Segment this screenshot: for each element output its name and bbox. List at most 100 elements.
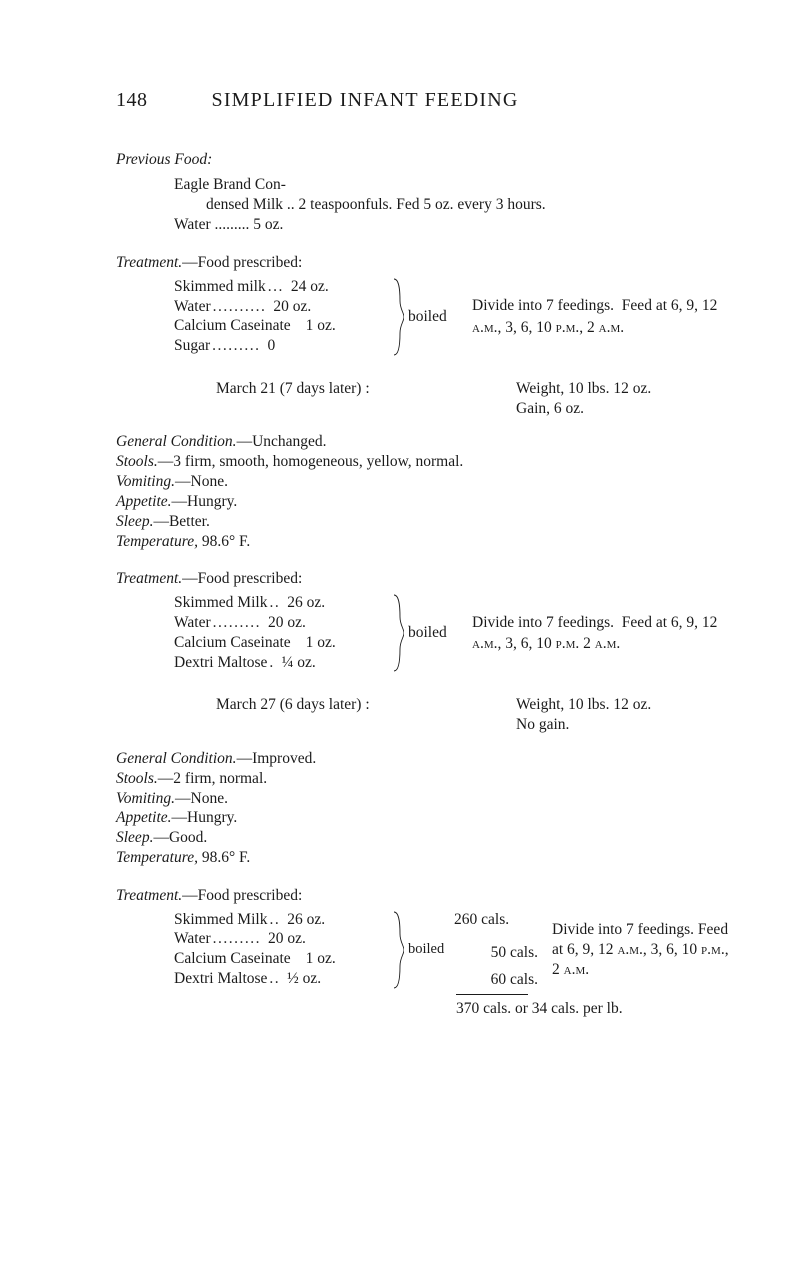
- ingredient-amount: 0: [264, 336, 276, 356]
- brace-icon: [392, 277, 404, 357]
- obs-line: General Condition.—Improved.: [116, 749, 731, 769]
- ingredient-row: Skimmed Milk .. 26 oz.: [174, 910, 392, 930]
- recipe-1-instructions: Divide into 7 feedings. Feed at 6, 9, 12…: [462, 277, 731, 357]
- recipe-2-instructions-text: Divide into 7 feedings. Feed at 6, 9, 12…: [472, 612, 731, 655]
- obs-line: Temperature, 98.6° F.: [116, 848, 731, 868]
- obs-value: 98.6° F.: [198, 533, 250, 550]
- page-title: SIMPLIFIED INFANT FEEDING: [212, 88, 519, 114]
- calories-column: 260 cals. 50 cals. 60 cals.: [448, 910, 544, 990]
- recipe-3: Skimmed Milk .. 26 oz. Water ......... 2…: [116, 910, 731, 990]
- ingredient-row: Skimmed Milk .. 26 oz.: [174, 593, 392, 613]
- obs-value: —3 firm, smooth, homogeneous, yellow, no…: [158, 453, 464, 470]
- running-head: 148 SIMPLIFIED INFANT FEEDING: [116, 88, 731, 114]
- recipe-2: Skimmed Milk .. 26 oz. Water ......... 2…: [116, 593, 731, 673]
- ingredient-amount: 26 oz.: [283, 910, 325, 930]
- ingredient-amount: 20 oz.: [264, 929, 306, 949]
- observations-1: General Condition.—Unchanged. Stools.—3 …: [116, 432, 731, 551]
- ingredient-dots: ..: [267, 910, 283, 930]
- march-21-result: Weight, 10 lbs. 12 oz.Gain, 6 oz.: [516, 379, 731, 419]
- treatment-heading: Treatment.—Food prescribed:: [116, 569, 731, 589]
- treatment-rest: —Food prescribed:: [182, 254, 302, 271]
- obs-value: —Hungry.: [172, 809, 238, 826]
- ingredient-amount: 20 oz.: [269, 297, 311, 317]
- obs-line: Stools.—3 firm, smooth, homogeneous, yel…: [116, 452, 731, 472]
- ingredient-dots: .........: [210, 336, 263, 356]
- obs-line: Sleep.—Better.: [116, 512, 731, 532]
- brace-icon: [392, 593, 404, 673]
- ingredient-row: Water ......... 20 oz.: [174, 929, 392, 949]
- treatment-label: Treatment.: [116, 254, 182, 271]
- obs-label: Temperature,: [116, 849, 198, 866]
- ingredient-name: Calcium Caseinate: [174, 949, 291, 969]
- brace-column: boiled: [392, 593, 462, 673]
- obs-label: Temperature,: [116, 533, 198, 550]
- obs-value: —Improved.: [237, 750, 317, 767]
- ingredient-dots: ..: [267, 593, 283, 613]
- ingredient-dots: .........: [211, 929, 264, 949]
- ingredient-amount: 1 oz.: [296, 949, 336, 969]
- brace-icon: [392, 910, 404, 990]
- obs-value: 98.6° F.: [198, 849, 250, 866]
- ingredient-row: Calcium Caseinate 1 oz.: [174, 633, 392, 653]
- ingredient-name: Water: [174, 613, 211, 633]
- march-27-block: March 27 (6 days later) : Weight, 10 lbs…: [116, 695, 731, 735]
- ingredient-dots: .: [267, 653, 277, 673]
- ingredient-dots: ..: [267, 969, 283, 989]
- obs-line: Appetite.—Hungry.: [116, 808, 731, 828]
- ingredient-name: Water: [174, 297, 211, 317]
- ingredient-name: Sugar: [174, 336, 210, 356]
- page: 148 SIMPLIFIED INFANT FEEDING Previous F…: [0, 0, 801, 1282]
- treatment-label: Treatment.: [116, 887, 182, 904]
- obs-label: Vomiting.: [116, 473, 175, 490]
- previous-food-line: Water ......... 5 oz.: [174, 215, 731, 235]
- ingredient-row: Skimmed milk ... 24 oz.: [174, 277, 392, 297]
- obs-value: —Hungry.: [172, 493, 238, 510]
- previous-food-block: Previous Food: Eagle Brand Con- densed M…: [116, 150, 731, 235]
- calories-total: 370 cals. or 34 cals. per lb.: [456, 999, 731, 1019]
- obs-line: General Condition.—Unchanged.: [116, 432, 731, 452]
- obs-value: —Good.: [153, 829, 207, 846]
- ingredient-name: Skimmed Milk: [174, 910, 267, 930]
- treatment-2: Treatment.—Food prescribed: Skimmed Milk…: [116, 569, 731, 673]
- ingredient-row: Calcium Caseinate 1 oz.: [174, 949, 392, 969]
- march-27-result: Weight, 10 lbs. 12 oz.No gain.: [516, 695, 731, 735]
- brace-label: boiled: [408, 307, 447, 327]
- ingredient-amount: 1 oz.: [296, 316, 336, 336]
- obs-value: —None.: [175, 790, 228, 807]
- recipe-1-ingredients: Skimmed milk ... 24 oz. Water ..........…: [174, 277, 392, 357]
- brace-column: boiled: [392, 277, 462, 357]
- calories-value: 60 cals.: [454, 970, 544, 990]
- ingredient-row: Dextri Maltose . ¼ oz.: [174, 653, 392, 673]
- obs-line: Sleep.—Good.: [116, 828, 731, 848]
- observations-2: General Condition.—Improved. Stools.—2 f…: [116, 749, 731, 868]
- ingredient-row: Dextri Maltose .. ½ oz.: [174, 969, 392, 989]
- calories-value: 260 cals.: [454, 910, 544, 930]
- ingredient-amount: 20 oz.: [264, 613, 306, 633]
- ingredient-name: Dextri Maltose: [174, 653, 267, 673]
- obs-line: Stools.—2 firm, normal.: [116, 769, 731, 789]
- obs-label: Stools.: [116, 770, 158, 787]
- treatment-rest: —Food prescribed:: [182, 887, 302, 904]
- ingredient-row: Water ......... 20 oz.: [174, 613, 392, 633]
- march-21-block: March 21 (7 days later) : Weight, 10 lbs…: [116, 379, 731, 419]
- brace-label: boiled: [408, 623, 447, 643]
- obs-value: —None.: [175, 473, 228, 490]
- obs-value: —Better.: [153, 513, 209, 530]
- obs-line: Temperature, 98.6° F.: [116, 532, 731, 552]
- ingredient-dots: ...: [266, 277, 287, 297]
- treatment-heading: Treatment.—Food prescribed:: [116, 886, 731, 906]
- ingredient-amount: 1 oz.: [296, 633, 336, 653]
- page-number: 148: [116, 88, 148, 114]
- obs-label: Appetite.: [116, 809, 172, 826]
- ingredient-name: Calcium Caseinate: [174, 633, 291, 653]
- ingredient-amount: ½ oz.: [283, 969, 321, 989]
- ingredient-row: Water .......... 20 oz.: [174, 297, 392, 317]
- march-27-date: March 27 (6 days later) :: [116, 695, 516, 735]
- ingredient-name: Dextri Maltose: [174, 969, 267, 989]
- recipe-3-ingredients: Skimmed Milk .. 26 oz. Water ......... 2…: [174, 910, 392, 990]
- ingredient-dots: .........: [211, 613, 264, 633]
- brace-column: boiled: [392, 910, 448, 990]
- treatment-rest: —Food prescribed:: [182, 570, 302, 587]
- obs-line: Appetite.—Hungry.: [116, 492, 731, 512]
- recipe-1-instructions-text: Divide into 7 feedings. Feed at 6, 9, 12…: [472, 295, 731, 338]
